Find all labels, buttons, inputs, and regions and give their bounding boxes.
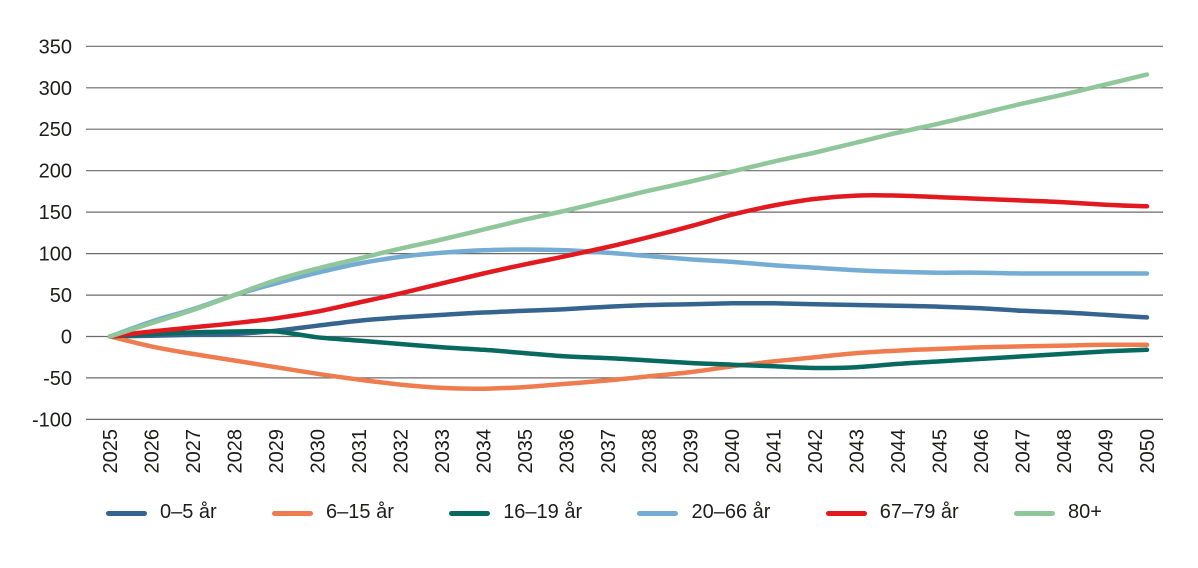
legend-swatch-16-19-ar-icon [449,510,491,516]
x-tick-label-2033: 2033 [432,429,454,474]
series-line-6-15-r [107,334,1150,392]
x-tick-label-2048: 2048 [1054,429,1076,474]
legend-item-67-79-ar: 67–79 år [825,501,959,524]
legend-label: 16–19 år [503,501,583,523]
legend-swatch-6-15-ar-icon [272,510,314,516]
series-line-16-19-r [107,328,1150,371]
legend-label: 0–5 år [160,501,217,523]
x-tick-label-2034: 2034 [473,429,495,474]
x-tick-label-2042: 2042 [805,429,827,474]
x-tick-label-2045: 2045 [930,429,952,474]
x-tick-label-2027: 2027 [183,429,205,474]
x-tick-label-2050: 2050 [1137,429,1159,474]
x-tick-label-2046: 2046 [971,429,993,474]
legend-label: 67–79 år [879,501,959,523]
series-line-67-79-r [107,193,1150,339]
y-tick-label: -50 [43,368,72,390]
legend-swatch-0-5-ar-icon [106,510,147,516]
legend-swatch-20-66-ar-icon [637,510,679,516]
legend-label: 20–66 år [691,501,771,523]
y-tick-label: 150 [39,202,72,224]
x-tick-label-2032: 2032 [390,429,412,474]
x-tick-label-2039: 2039 [681,429,703,474]
series-line-80+ [107,72,1150,339]
y-tick-label: -100 [32,409,72,431]
legend-item-16-19-ar: 16–19 år [449,502,582,524]
x-tick-label-2038: 2038 [639,429,661,474]
x-tick-label-2044: 2044 [888,429,910,474]
x-tick-label-2035: 2035 [515,429,537,474]
x-tick-label-2047: 2047 [1013,429,1035,474]
x-tick-label-2040: 2040 [722,429,744,474]
y-tick-label: 100 [39,244,72,266]
legend-swatch-67-79-ar-icon [825,510,867,516]
x-tick-label-2031: 2031 [349,429,371,474]
series-line-20-66-r [107,247,1150,339]
x-tick-label-2043: 2043 [847,429,869,474]
x-tick-label-2025: 2025 [100,429,122,474]
x-tick-label-2041: 2041 [764,429,786,474]
legend-swatch-80-plus-icon [1014,510,1056,516]
x-tick-label-2049: 2049 [1096,429,1118,474]
y-tick-label: 350 [39,36,72,58]
y-tick-label: 200 [39,161,72,183]
x-tick-label-2028: 2028 [224,429,246,474]
x-tick-label-2026: 2026 [142,429,164,474]
legend-item-80-plus: 80+ [1014,502,1102,524]
y-tick-label: 300 [39,78,72,100]
chart-legend: 0–5 år 6–15 år 16–19 år 20–66 år 67–79 å… [0,502,1198,524]
legend-label: 80+ [1068,501,1102,523]
legend-item-20-66-ar: 20–66 år [637,502,770,524]
x-tick-label-2037: 2037 [598,429,620,474]
x-tick-label-2029: 2029 [266,429,288,474]
y-tick-label: 250 [39,119,72,141]
legend-item-6-15-ar: 6–15 år [272,502,394,524]
x-tick-label-2030: 2030 [307,429,329,474]
x-tick-label-2036: 2036 [556,429,578,474]
legend-label: 6–15 år [326,501,394,523]
y-tick-label: 50 [50,285,72,307]
legend-item-0-5-ar: 0–5 år [106,502,217,524]
y-tick-label: 0 [61,327,72,349]
